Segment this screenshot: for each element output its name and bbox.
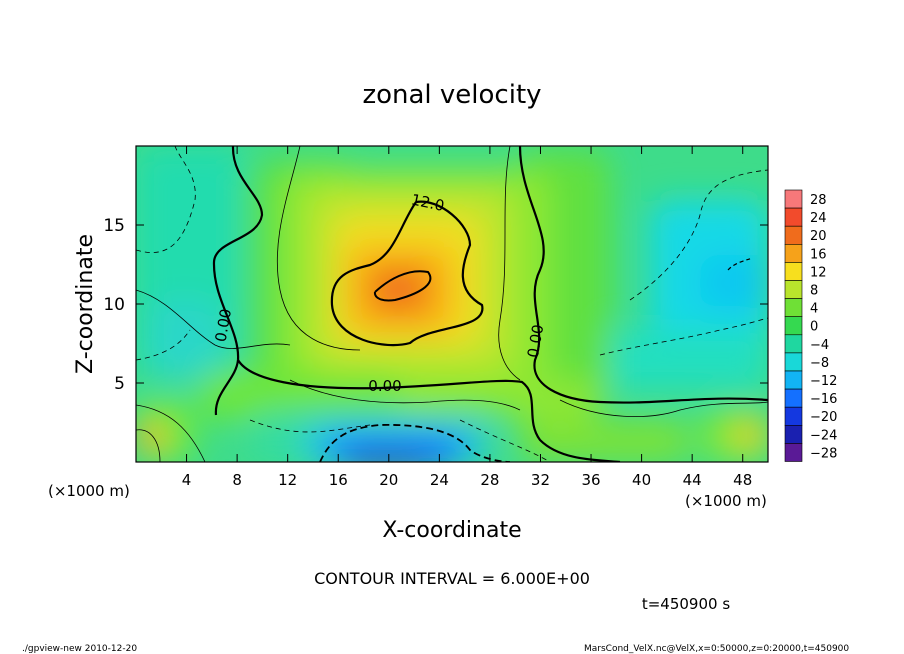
colorbar-label: 28 <box>810 193 827 208</box>
colorbar-swatch <box>784 370 803 390</box>
x-tick-label: 4 <box>182 471 192 489</box>
program-footer: ./gpview-new 2010-12-20 <box>22 644 137 654</box>
colorbar-label: 20 <box>810 229 827 244</box>
colorbar-label: −28 <box>810 446 837 461</box>
colorbar-swatch <box>784 316 803 336</box>
colorbar-label: 0 <box>810 320 818 335</box>
x-tick-label: 24 <box>430 471 449 489</box>
y-tick-label: 5 <box>114 374 125 394</box>
contour-interval: CONTOUR INTERVAL = 6.000E+00 <box>314 569 590 588</box>
contour-label: 0.00 <box>212 307 236 343</box>
x-tick-label: 36 <box>581 471 600 489</box>
colorbar-swatch <box>784 225 803 245</box>
colorbar-label: 8 <box>810 284 818 299</box>
colorbar-label: −12 <box>810 374 837 389</box>
colorbar-label: −24 <box>810 428 837 443</box>
colorbar-label: 4 <box>810 302 818 317</box>
x-tick-label: 40 <box>632 471 651 489</box>
x-tick-label: 8 <box>232 471 242 489</box>
contour-label: 0.00 <box>524 323 548 359</box>
colorbar-swatch <box>784 244 803 263</box>
colorbar-label: −4 <box>810 338 829 353</box>
y-tick-label: 10 <box>103 295 125 315</box>
colorbar-label: 16 <box>810 247 827 262</box>
x-axis-title: X-coordinate <box>382 518 521 543</box>
x-tick-label: 44 <box>683 471 702 489</box>
chart-title: zonal velocity <box>362 80 541 110</box>
time-label: t=450900 s <box>642 595 730 613</box>
colorbar-swatch <box>784 280 803 299</box>
contour-label: 0.00 <box>368 377 401 395</box>
y-tick-label: 15 <box>103 216 125 236</box>
colorbar-label: −16 <box>810 392 837 407</box>
axis-ticks <box>136 146 768 462</box>
colorbar-label: −8 <box>810 356 829 371</box>
colorbar-label: −20 <box>810 410 837 425</box>
plot-area <box>136 146 768 462</box>
colorbar-swatch <box>784 443 803 462</box>
colorbar-swatch <box>784 207 803 227</box>
x-tick-label: 20 <box>379 471 398 489</box>
colorbar-swatch <box>784 406 803 426</box>
y-axis-title: Z-coordinate <box>73 234 98 374</box>
x-tick-label: 16 <box>329 471 348 489</box>
x-tick-label: 48 <box>733 471 752 489</box>
x-tick-label: 28 <box>480 471 499 489</box>
colorbar: 28 24 20 16 12 8 4 0 −4 −8 −12 −16 −20 −24 −28 <box>784 189 837 462</box>
x-tick-label: 32 <box>531 471 550 489</box>
colorbar-label: 24 <box>810 211 827 226</box>
colorbar-swatch <box>784 388 803 408</box>
colorbar-swatch <box>784 298 803 318</box>
colorbar-swatch <box>784 262 803 281</box>
x-tick-label: 12 <box>278 471 297 489</box>
colorbar-label: 12 <box>810 265 827 280</box>
x-unit-right: (×1000 m) <box>685 492 767 510</box>
source-footer: MarsCond_VelX.nc@VelX,x=0:50000,z=0:2000… <box>584 644 849 654</box>
colorbar-swatch <box>784 189 803 209</box>
x-unit-left: (×1000 m) <box>48 482 130 500</box>
colorbar-swatch <box>784 334 803 354</box>
colorbar-swatch <box>784 352 803 372</box>
colorbar-swatch <box>784 424 803 444</box>
